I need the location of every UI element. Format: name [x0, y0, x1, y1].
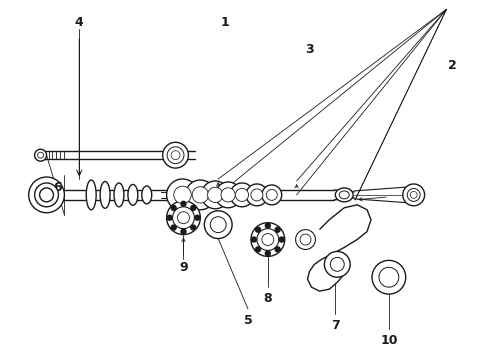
Ellipse shape: [192, 187, 209, 203]
Ellipse shape: [167, 147, 184, 164]
Ellipse shape: [210, 217, 226, 233]
Ellipse shape: [246, 184, 268, 206]
Ellipse shape: [142, 186, 152, 204]
Text: 3: 3: [305, 43, 314, 56]
Ellipse shape: [335, 188, 353, 202]
Ellipse shape: [300, 234, 311, 245]
Ellipse shape: [29, 177, 64, 213]
Ellipse shape: [215, 182, 241, 208]
Ellipse shape: [172, 207, 195, 229]
Circle shape: [279, 237, 284, 242]
Ellipse shape: [174, 186, 191, 204]
Ellipse shape: [379, 267, 399, 287]
Ellipse shape: [128, 184, 138, 205]
Ellipse shape: [295, 230, 316, 249]
Ellipse shape: [372, 260, 406, 294]
Circle shape: [171, 225, 176, 230]
Ellipse shape: [251, 223, 285, 256]
Text: 8: 8: [264, 292, 272, 305]
Ellipse shape: [201, 181, 229, 209]
Circle shape: [171, 206, 176, 210]
Ellipse shape: [236, 188, 248, 202]
Circle shape: [167, 215, 172, 220]
Text: 7: 7: [331, 319, 340, 332]
Ellipse shape: [38, 152, 44, 158]
Ellipse shape: [262, 185, 282, 205]
Ellipse shape: [262, 234, 274, 246]
Ellipse shape: [204, 211, 232, 239]
Ellipse shape: [208, 187, 223, 203]
Ellipse shape: [330, 257, 344, 271]
Circle shape: [255, 227, 261, 232]
Ellipse shape: [171, 151, 180, 159]
Ellipse shape: [221, 188, 235, 202]
Ellipse shape: [40, 188, 53, 202]
Circle shape: [181, 229, 186, 234]
Ellipse shape: [177, 212, 190, 224]
Circle shape: [275, 227, 280, 232]
Text: 4: 4: [75, 16, 84, 29]
Circle shape: [266, 223, 270, 228]
Ellipse shape: [251, 189, 263, 201]
Text: 6: 6: [53, 181, 61, 194]
Ellipse shape: [230, 183, 254, 207]
Ellipse shape: [324, 251, 350, 277]
Circle shape: [266, 251, 270, 256]
Ellipse shape: [163, 142, 189, 168]
Ellipse shape: [86, 180, 96, 210]
Circle shape: [191, 225, 196, 230]
Ellipse shape: [35, 149, 47, 161]
Circle shape: [275, 247, 280, 252]
Ellipse shape: [407, 188, 420, 201]
Text: 9: 9: [179, 261, 188, 274]
Text: 10: 10: [380, 334, 397, 347]
Ellipse shape: [185, 180, 215, 210]
Ellipse shape: [339, 191, 349, 199]
Circle shape: [195, 215, 200, 220]
Ellipse shape: [100, 181, 110, 208]
Text: 1: 1: [221, 16, 229, 29]
Ellipse shape: [403, 184, 425, 206]
Ellipse shape: [267, 189, 277, 201]
Ellipse shape: [114, 183, 124, 207]
Circle shape: [191, 206, 196, 210]
Circle shape: [255, 247, 261, 252]
Text: 5: 5: [244, 314, 252, 327]
Ellipse shape: [167, 179, 198, 211]
Circle shape: [251, 237, 256, 242]
Ellipse shape: [257, 229, 279, 251]
Text: 2: 2: [448, 59, 457, 72]
Ellipse shape: [167, 201, 200, 235]
Ellipse shape: [410, 192, 417, 198]
Circle shape: [181, 201, 186, 206]
Ellipse shape: [35, 183, 58, 207]
